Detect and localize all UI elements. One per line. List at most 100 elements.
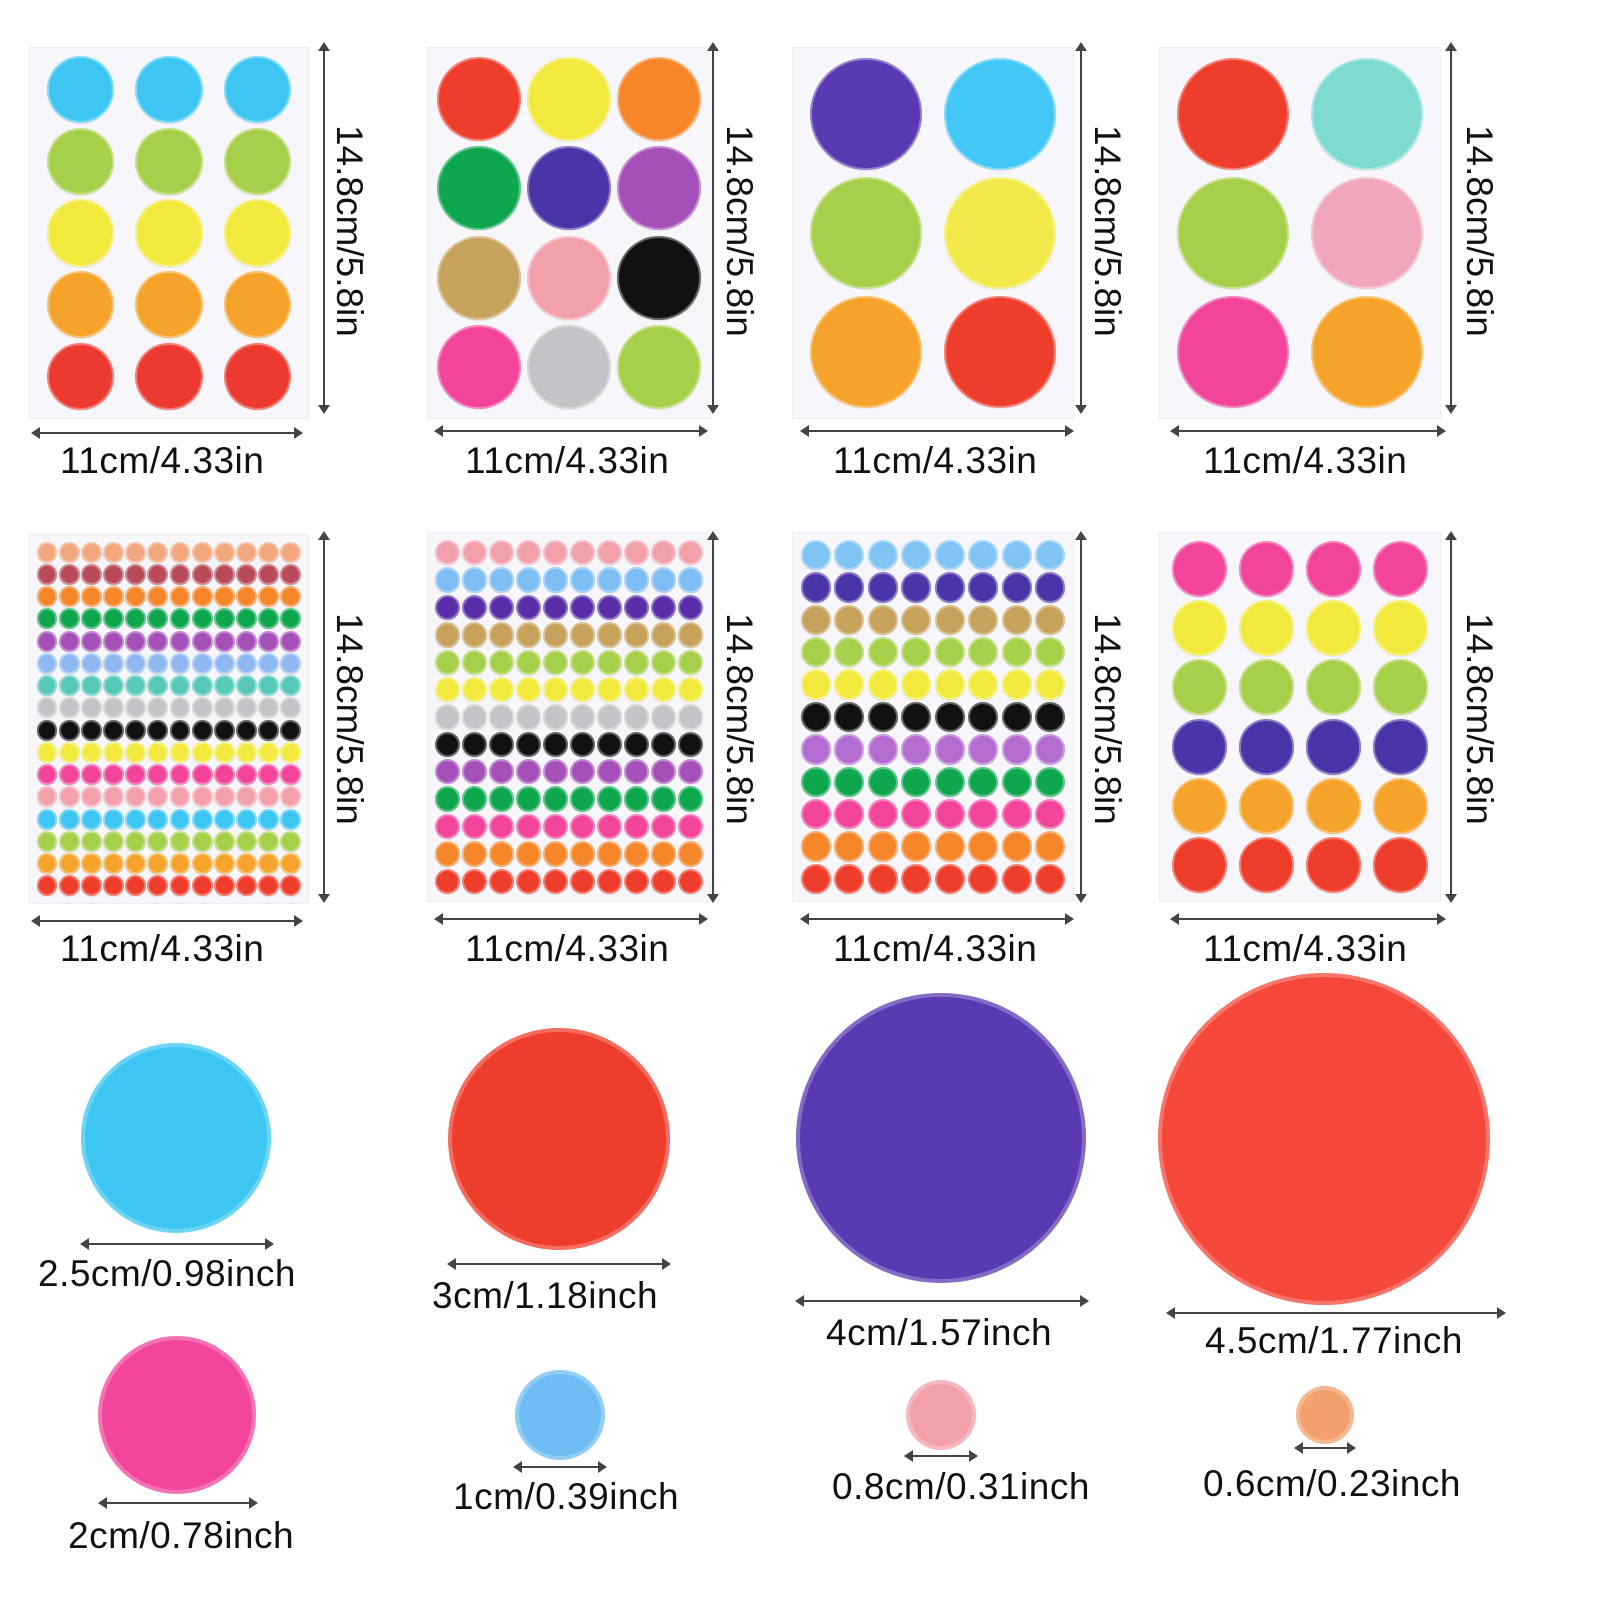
sticker-dot [258, 630, 280, 652]
sticker-dot [280, 630, 302, 652]
sticker-dot [213, 697, 235, 719]
sticker-dot [1305, 718, 1362, 775]
sticker-dot [258, 652, 280, 674]
sticker-dot [191, 719, 213, 741]
sticker-dot [650, 540, 677, 566]
sticker-dot [1238, 600, 1295, 656]
sticker-dot [125, 697, 147, 719]
sticker-dot [224, 199, 292, 267]
sticker-dot [147, 875, 169, 897]
sticker-dot [125, 652, 147, 674]
sticker-dot [934, 572, 965, 603]
sticker-dot [169, 586, 191, 608]
sticker-dot [58, 764, 80, 786]
sticker-dot [103, 541, 124, 563]
sticker-dot [213, 808, 235, 830]
sheet-3-height-label: 14.8cm/5.8in [1087, 125, 1128, 337]
sticker-dot [488, 676, 515, 703]
sticker-dot [677, 594, 704, 621]
sheet-7-width-arrow [800, 913, 1074, 925]
sticker-dot [135, 199, 203, 267]
sticker-dot [434, 567, 461, 593]
sticker-dot [58, 652, 80, 674]
sticker-dot [542, 676, 569, 703]
sticker-dot [213, 563, 235, 585]
sticker-dot [677, 649, 704, 675]
sticker-dot [867, 734, 898, 765]
sticker-dot [213, 630, 235, 652]
sheet-2-width-label: 11cm/4.33in [465, 440, 670, 481]
sheet-7-width-label: 11cm/4.33in [833, 928, 1038, 969]
sticker-dot [191, 875, 213, 897]
sticker-dot [169, 875, 191, 897]
sticker-dot [125, 675, 147, 697]
dot-0-6cm-arrow [1294, 1442, 1356, 1454]
sticker-dot [436, 56, 522, 141]
sticker-dot [191, 630, 213, 652]
sticker-dot [596, 868, 623, 894]
sheet-6-width-arrow [434, 913, 708, 925]
sticker-dot [569, 649, 596, 675]
sticker-dot [46, 127, 114, 196]
sticker-dot [1372, 659, 1429, 716]
dot-4-5cm-label: 4.5cm/1.77inch [1205, 1320, 1463, 1361]
sticker-dot [169, 541, 191, 563]
sticker-dot [623, 813, 650, 840]
sticker-dot [867, 604, 898, 636]
dot-3cm-arrow [447, 1258, 671, 1270]
sticker-dot [147, 741, 169, 763]
sticker-dot [943, 176, 1057, 290]
sticker-dot [236, 652, 257, 674]
sticker-dot [258, 875, 280, 897]
sticker-dot [280, 853, 302, 875]
sticker-dot [280, 697, 302, 719]
sticker-dot [542, 841, 569, 867]
sticker-dot [436, 146, 522, 231]
sticker-dot [677, 868, 704, 894]
sticker-dot [58, 875, 80, 897]
sticker-dot [436, 235, 522, 320]
sticker-dot [461, 731, 488, 758]
sticker-dot [258, 808, 280, 830]
sticker-dot [213, 608, 235, 630]
sticker-dot [36, 786, 58, 808]
sticker-dot [103, 697, 124, 719]
sticker-dot [280, 608, 302, 630]
sticker-dot [542, 868, 569, 894]
sticker-dot [1305, 600, 1362, 656]
sticker-dot [1035, 734, 1066, 765]
sticker-dot [147, 541, 169, 563]
sticker-dot [800, 831, 831, 862]
sticker-dot [834, 572, 865, 603]
sticker-dot [1171, 778, 1228, 834]
sticker-dot [677, 786, 704, 812]
sticker-dot [515, 868, 542, 894]
sheet-8-height-label: 14.8cm/5.8in [1459, 613, 1500, 825]
sticker-dot [1035, 669, 1066, 700]
sticker-dot [968, 572, 999, 603]
sticker-dot [542, 786, 569, 812]
sheet-2-width-arrow [434, 425, 708, 437]
dot-4-5cm [1158, 973, 1490, 1305]
sticker-dot [213, 541, 235, 563]
sticker-dot [515, 594, 542, 621]
sticker-dot [569, 540, 596, 566]
sticker-dot [968, 734, 999, 765]
sticker-dot [461, 813, 488, 840]
sticker-dot [236, 741, 257, 763]
sticker-dot [80, 563, 102, 585]
sticker-dot [867, 863, 898, 894]
dot-0-8cm [906, 1380, 976, 1450]
sticker-dot [58, 630, 80, 652]
sticker-dot [677, 540, 704, 566]
sticker-dot [36, 563, 58, 585]
sticker-dot [280, 786, 302, 808]
sticker-dot [650, 704, 677, 730]
sticker-dot [434, 759, 461, 785]
sticker-dot [650, 567, 677, 593]
sticker-dot [224, 342, 292, 410]
sticker-dot [58, 608, 80, 630]
sticker-dot [596, 594, 623, 621]
sticker-dot [968, 863, 999, 894]
sticker-dot [1171, 837, 1228, 894]
